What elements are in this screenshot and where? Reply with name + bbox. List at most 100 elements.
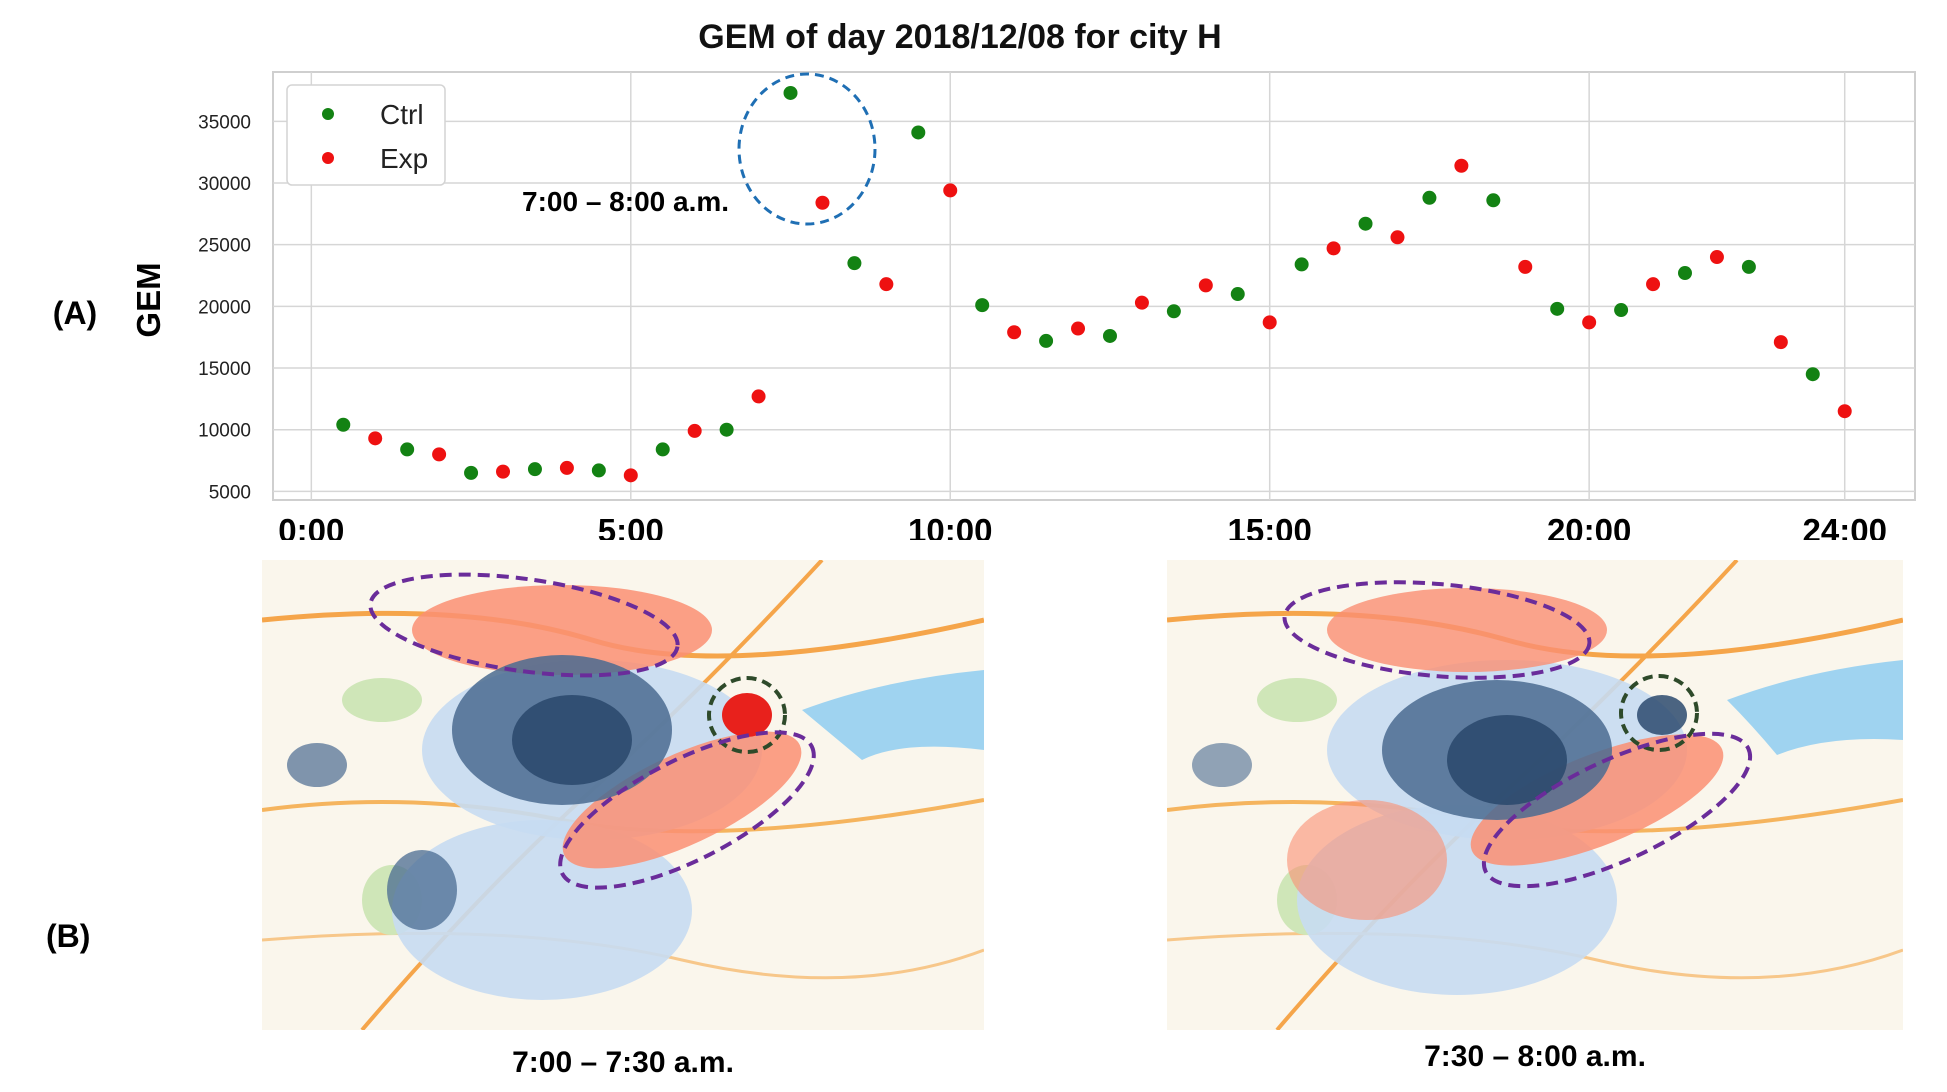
point-ctrl [1677,266,1692,281]
point-exp [1646,277,1661,292]
point-exp [432,447,447,462]
point-exp [1262,315,1277,330]
y-tick-label: 30000 [198,174,251,195]
data-points [336,85,1852,483]
point-ctrl [655,442,670,457]
point-ctrl [400,442,415,457]
y-tick-label: 5000 [209,482,251,503]
green-area [342,678,422,722]
chart-title: GEM of day 2018/12/08 for city H [698,18,1221,56]
river [1727,660,1903,755]
heat-ctrl-region [387,850,457,930]
x-tick-label: 10:00 [908,512,992,540]
y-tick-label: 10000 [198,421,251,442]
point-ctrl [1422,190,1437,205]
point-exp [1709,250,1724,265]
point-ctrl [1486,193,1501,208]
point-ctrl [1102,328,1117,343]
point-exp [496,464,511,479]
point-ctrl [591,463,606,478]
heat-ctrl-region [1192,743,1252,787]
point-ctrl [975,298,990,313]
point-ctrl [783,85,798,100]
point-exp [1454,158,1469,173]
heat-ctrl-hotspot [1637,695,1687,735]
point-ctrl [1614,303,1629,318]
legend: Ctrl Exp [286,84,446,186]
x-axis-ticks: 0:00 5:00 10:00 15:00 20:00 24:00 [278,512,1887,540]
river [802,670,984,760]
point-ctrl [1550,301,1565,316]
heat-exp-region [1470,734,1724,866]
point-ctrl [1230,287,1245,302]
y-axis-ticks: 5000 10000 15000 20000 25000 30000 35000 [198,112,251,503]
point-ctrl [847,256,862,271]
point-ctrl [719,422,734,437]
panel-label-b: (B) [46,918,91,954]
heatmap-right [1167,560,1903,1030]
point-exp [1837,404,1852,419]
point-exp [815,195,830,210]
legend-marker-exp [322,152,334,164]
heat-ctrl-region [287,743,347,787]
legend-label-ctrl: Ctrl [380,99,424,130]
y-tick-label: 20000 [198,297,251,318]
point-ctrl [1358,216,1373,231]
green-area [1257,678,1337,722]
point-exp [1134,295,1149,310]
plot-area [272,71,1916,501]
region-outline-north [1282,580,1592,680]
point-exp [751,389,766,404]
point-exp [368,431,383,446]
region-outline-hotspot [1619,674,1699,752]
point-ctrl [1039,333,1054,348]
x-tick-label: 24:00 [1803,512,1887,540]
point-exp [1198,278,1213,293]
point-exp [1071,321,1086,336]
point-ctrl [527,462,542,477]
y-tick-label: 15000 [198,359,251,380]
point-exp [1582,315,1597,330]
heat-exp-region [1287,800,1447,920]
x-tick-label: 15:00 [1227,512,1311,540]
map-caption-right: 7:30 – 8:00 a.m. [1424,1040,1646,1073]
y-tick-label: 35000 [198,112,251,133]
point-ctrl [1741,259,1756,274]
point-exp [1773,335,1788,350]
point-ctrl [1294,257,1309,272]
y-tick-label: 25000 [198,236,251,257]
x-tick-label: 0:00 [278,512,344,540]
x-tick-label: 5:00 [598,512,664,540]
region-outline-north [368,572,680,678]
point-ctrl [911,125,926,140]
gem-chart: GEM of day 2018/12/08 for city H 5000 100… [53,18,1916,540]
heat-ctrl-core [1447,715,1567,805]
point-exp [687,423,702,438]
legend-label-exp: Exp [380,143,428,174]
point-exp [1390,230,1405,245]
region-outline-hotspot [707,676,787,754]
heatmap-left [262,560,984,1030]
panel-label-a: (A) [53,295,97,331]
point-ctrl [464,465,479,480]
grid-lines [273,72,1915,500]
x-tick-label: 20:00 [1547,512,1631,540]
point-exp [1518,259,1533,274]
heat-exp-region [562,731,802,869]
point-exp [559,460,574,475]
point-ctrl [1805,367,1820,382]
heat-ctrl-core [512,695,632,785]
heat-exp-hotspot [722,693,772,737]
legend-marker-ctrl [322,108,334,120]
point-exp [1326,241,1341,256]
point-exp [1007,325,1022,340]
map-caption-left: 7:00 – 7:30 a.m. [512,1046,734,1079]
region-outline-southeast [558,730,816,890]
y-axis-label: GEM [130,262,167,337]
point-exp [879,277,894,292]
highlight-circle [737,72,877,226]
point-ctrl [336,417,351,432]
heat-exp-region [1327,588,1607,672]
point-exp [623,468,638,483]
annotation-text: 7:00 – 8:00 a.m. [522,186,729,217]
